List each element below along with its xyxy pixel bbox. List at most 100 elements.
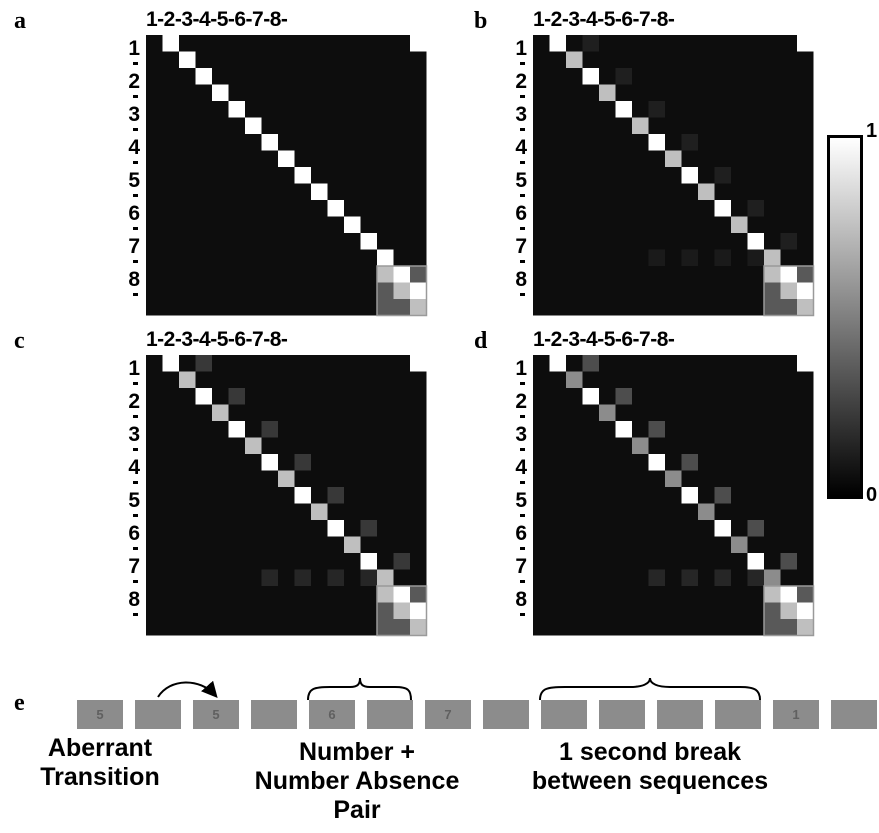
row-label: 6 <box>128 202 140 225</box>
heatmap-cell <box>294 569 311 586</box>
heatmap-cell <box>731 536 748 553</box>
heatmap-cell <box>410 266 427 283</box>
heatmap-cell <box>294 454 311 471</box>
heatmap-cell <box>294 167 311 184</box>
heatmap-cell <box>360 569 377 586</box>
heatmap-cell <box>212 404 229 421</box>
heatmap-cell <box>747 569 764 586</box>
caption-line: Transition <box>40 763 160 791</box>
heatmap-cell <box>648 101 665 118</box>
caption-line: 1 second break <box>558 738 742 766</box>
row-dash <box>133 161 138 164</box>
heatmap-cell <box>245 437 262 454</box>
caption-aberrant-transition: Aberrant Transition <box>30 734 170 792</box>
row-dash <box>520 161 525 164</box>
row-dash <box>133 194 138 197</box>
row-dash <box>133 415 138 418</box>
row-dash <box>133 547 138 550</box>
caption-line: Aberrant <box>47 734 153 762</box>
row-label: 1 <box>515 37 527 60</box>
row-label: 7 <box>128 555 140 578</box>
sequence-box <box>715 700 761 729</box>
row-dash <box>133 128 138 131</box>
heatmap-cell <box>764 602 781 619</box>
heatmap-cell <box>410 299 427 316</box>
panel-a: 1-2-3-4-5-6-7-8- 1 2 3 4 5 6 7 8 <box>118 8 428 318</box>
row-label: 4 <box>128 456 140 479</box>
row-dash <box>520 481 525 484</box>
heatmap-cell <box>327 569 344 586</box>
heatmap-cell <box>410 282 427 299</box>
heatmap-cell <box>360 520 377 537</box>
heatmap-cell <box>261 454 278 471</box>
row-dash <box>520 547 525 550</box>
row-dash <box>520 415 525 418</box>
sequence-box: 7 <box>425 700 471 729</box>
row-dash <box>520 260 525 263</box>
column-header: 1-2-3-4-5-6-7-8- <box>146 328 288 351</box>
row-label: 5 <box>128 169 140 192</box>
heatmap-cell <box>599 404 616 421</box>
colorbar-max-label: 1 <box>866 120 878 142</box>
row-dash <box>520 448 525 451</box>
heatmap-cell <box>714 487 731 504</box>
row-label: 3 <box>515 423 527 446</box>
row-label: 6 <box>515 202 527 225</box>
row-dash <box>520 194 525 197</box>
heatmap-cell <box>377 569 394 586</box>
heatmap-cell <box>228 421 245 438</box>
row-dash <box>520 128 525 131</box>
row-dash <box>520 95 525 98</box>
row-label: 7 <box>515 555 527 578</box>
heatmap-cell <box>566 371 583 388</box>
row-label: 3 <box>515 103 527 126</box>
heatmap-cell <box>797 619 814 636</box>
absence-block-outline <box>763 265 815 317</box>
heatmap-cell <box>681 134 698 151</box>
row-label: 7 <box>128 235 140 258</box>
heatmap-cell <box>212 84 229 101</box>
caption-line: between sequences <box>531 767 769 795</box>
heatmap-cell <box>632 117 649 134</box>
row-label: 1 <box>128 357 140 380</box>
row-dash <box>133 227 138 230</box>
heatmap-cell <box>179 371 196 388</box>
row-dash <box>520 514 525 517</box>
row-dash <box>520 613 525 616</box>
colorbar-min-label: 0 <box>866 484 878 506</box>
heatmap-cell <box>764 619 781 636</box>
colorbar <box>827 135 863 499</box>
row-label: 8 <box>128 268 140 291</box>
caption-line: Number Absence <box>254 767 460 795</box>
heatmap-cell <box>714 569 731 586</box>
heatmap-cell <box>698 503 715 520</box>
heatmap-cell <box>747 249 764 266</box>
heatmap-cell <box>179 51 196 68</box>
row-label: 4 <box>515 136 527 159</box>
heatmap-cell <box>797 266 814 283</box>
row-label: 5 <box>515 169 527 192</box>
heatmap-cell <box>582 68 599 85</box>
heatmap-cell <box>615 101 632 118</box>
heatmap-cell <box>615 421 632 438</box>
heatmap-cell <box>681 167 698 184</box>
heatmap-cell <box>393 602 410 619</box>
row-dash <box>133 448 138 451</box>
heatmap-cell <box>764 266 781 283</box>
column-header: 1-2-3-4-5-6-7-8- <box>533 328 675 351</box>
panel-b: 1-2-3-4-5-6-7-8- 1 2 3 4 5 6 7 8 <box>505 8 815 318</box>
row-label: 4 <box>515 456 527 479</box>
row-dash <box>133 293 138 296</box>
heatmap-cell <box>549 355 566 372</box>
heatmap-cell <box>195 388 212 405</box>
heatmap-cell <box>797 602 814 619</box>
caption-line: Number + <box>298 738 415 766</box>
heatmap-cell <box>294 487 311 504</box>
row-dash <box>520 227 525 230</box>
caption-number-pair: Number + Number Absence Pair <box>232 738 482 825</box>
heatmap-cell <box>780 602 797 619</box>
heatmap-cell <box>344 536 361 553</box>
heatmap-cell <box>377 586 394 603</box>
heatmap-cell <box>780 586 797 603</box>
heatmap-cell <box>582 355 599 372</box>
